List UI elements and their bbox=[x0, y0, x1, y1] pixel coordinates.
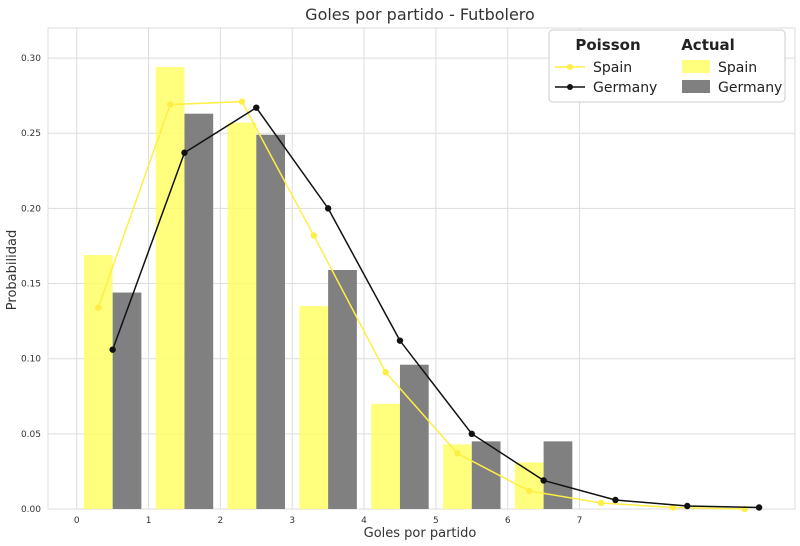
bar-spain bbox=[155, 67, 185, 510]
axes: 0.00 0.05 0.10 0.15 0.20 0.25 0.30 0 1 2 3 4 5 6 7 bbox=[21, 54, 582, 526]
y-tick-label: 0.00 bbox=[21, 505, 41, 515]
lines bbox=[95, 98, 763, 513]
bar-germany bbox=[112, 292, 142, 509]
bar-spain bbox=[83, 254, 113, 509]
x-tick-label: 7 bbox=[577, 516, 583, 526]
point-spain bbox=[382, 369, 389, 376]
point-spain bbox=[166, 101, 174, 108]
legend-label-poisson-germany: Germany bbox=[593, 80, 657, 96]
point-germany bbox=[468, 430, 475, 438]
x-tick-label: 3 bbox=[289, 516, 295, 526]
legend-swatch-germany bbox=[682, 80, 710, 93]
y-tick-label: 0.05 bbox=[21, 430, 41, 440]
y-tick-label: 0.20 bbox=[21, 204, 41, 214]
x-tick-label: 6 bbox=[505, 516, 511, 526]
point-germany bbox=[540, 477, 547, 484]
legend: Poisson Actual Spain Germany Spain Germa… bbox=[548, 29, 786, 103]
x-tick-label: 5 bbox=[433, 516, 439, 526]
chart-title: Goles por partido - Futbolero bbox=[305, 5, 535, 24]
point-spain bbox=[95, 304, 102, 311]
x-tick-label: 0 bbox=[74, 516, 80, 526]
x-tick-label: 2 bbox=[218, 516, 224, 526]
point-germany bbox=[109, 346, 116, 353]
point-spain bbox=[526, 487, 533, 495]
y-tick-label: 0.25 bbox=[21, 129, 41, 139]
x-axis-label: Goles por partido bbox=[364, 526, 477, 541]
legend-marker-germany bbox=[567, 84, 573, 90]
legend-label-actual-spain: Spain bbox=[718, 60, 757, 76]
bar-germany bbox=[256, 134, 286, 510]
legend-box bbox=[548, 29, 786, 103]
bar-germany bbox=[399, 364, 429, 509]
legend-title-actual: Actual bbox=[681, 36, 735, 54]
point-germany bbox=[324, 205, 332, 212]
point-germany bbox=[181, 149, 188, 156]
y-tick-label: 0.30 bbox=[21, 54, 41, 64]
legend-title-poisson: Poisson bbox=[575, 36, 640, 54]
x-tick-label: 4 bbox=[361, 516, 367, 526]
point-germany bbox=[612, 496, 619, 504]
legend-swatch-spain bbox=[682, 60, 710, 73]
bar-germany bbox=[184, 113, 214, 509]
point-spain bbox=[669, 504, 677, 511]
legend-marker-spain bbox=[567, 64, 573, 70]
y-tick-label: 0.15 bbox=[21, 280, 41, 290]
bars bbox=[83, 67, 573, 510]
bar-spain bbox=[299, 306, 329, 509]
bar-spain bbox=[227, 122, 257, 510]
bar-germany bbox=[328, 270, 357, 509]
legend-label-actual-germany: Germany bbox=[718, 80, 782, 96]
point-spain bbox=[238, 98, 246, 105]
line-germany bbox=[111, 106, 760, 509]
y-axis-label: Probabilidad bbox=[5, 230, 20, 310]
bar-germany bbox=[543, 441, 573, 509]
bar-spain bbox=[371, 403, 400, 509]
y-tick-label: 0.10 bbox=[21, 355, 41, 365]
point-spain bbox=[310, 232, 317, 239]
point-spain bbox=[454, 450, 461, 457]
legend-label-poisson-spain: Spain bbox=[593, 60, 632, 76]
bar-germany bbox=[471, 441, 501, 509]
point-spain bbox=[597, 499, 605, 507]
point-germany bbox=[253, 104, 260, 111]
point-germany bbox=[755, 504, 763, 511]
point-germany bbox=[396, 337, 404, 344]
point-germany bbox=[684, 502, 691, 510]
x-tick-label: 1 bbox=[146, 516, 152, 526]
line-spain bbox=[97, 100, 745, 510]
